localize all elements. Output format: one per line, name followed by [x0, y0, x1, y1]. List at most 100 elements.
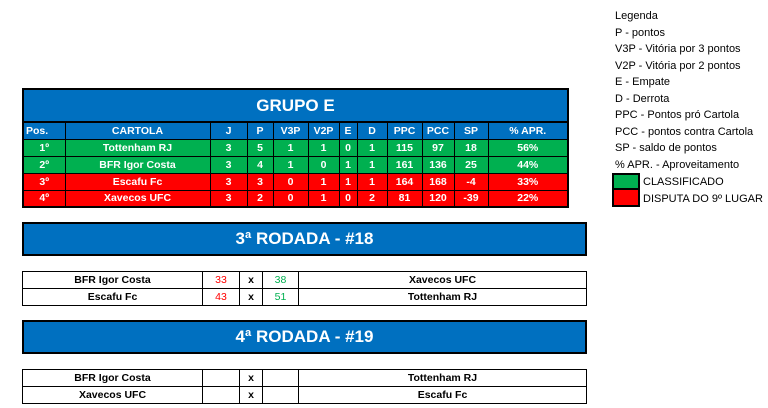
- table-row: 3º Escafu Fc 3 3 0 1 1 1 164 168 -4 33%: [22, 172, 569, 191]
- legend-line: PPC - Pontos pró Cartola: [615, 109, 740, 121]
- cell: 3º: [22, 172, 66, 191]
- legend-line: D - Derrota: [615, 92, 670, 105]
- cell: 2º: [22, 155, 66, 174]
- classified-swatch: [612, 173, 640, 190]
- cell: -39: [453, 189, 489, 208]
- home-team: BFR Igor Costa: [22, 369, 203, 387]
- versus: x: [239, 386, 263, 404]
- round-18-matches: BFR Igor Costa 33 x 38 Xavecos UFC Escafu Fc 4…: [22, 271, 587, 306]
- cell: 1: [356, 172, 388, 191]
- cell: 18: [453, 138, 489, 157]
- cell: 1: [307, 189, 340, 208]
- column-header: V3P: [272, 121, 309, 140]
- cell: 1: [338, 155, 358, 174]
- cell: 3: [209, 138, 248, 157]
- cell: 4º: [22, 189, 66, 208]
- cell: 44%: [487, 155, 569, 174]
- legend-line: % APR. - Aproveitamento: [615, 158, 740, 171]
- cell: 4: [246, 155, 274, 174]
- table-row: 2º BFR Igor Costa 3 4 1 0 1 1 161 136 25 44%: [22, 155, 569, 174]
- cell: 3: [209, 172, 248, 191]
- cell: 164: [386, 172, 423, 191]
- versus: x: [239, 271, 263, 289]
- table-row: 1º Tottenham RJ 3 5 1 1 0 1 115 97 18 56%: [22, 138, 569, 157]
- home-score: [202, 369, 240, 387]
- legend-classified: CLASSIFICADO: [612, 173, 763, 190]
- cell: 0: [338, 138, 358, 157]
- cell: 0: [272, 189, 309, 208]
- column-header: PCC: [421, 121, 455, 140]
- round-19-banner: 4ª RODADA - #19: [22, 320, 587, 354]
- match-row: Escafu Fc 43 x 51 Tottenham RJ: [22, 288, 587, 306]
- cell: 3: [209, 155, 248, 174]
- versus: x: [239, 369, 263, 387]
- group-title-row: GRUPO E: [22, 88, 569, 123]
- cell: 25: [453, 155, 489, 174]
- cell: 0: [307, 155, 340, 174]
- cell: BFR Igor Costa: [64, 155, 211, 174]
- cell: 1: [307, 138, 340, 157]
- cell: 115: [386, 138, 423, 157]
- legend-line: SP - saldo de pontos: [615, 142, 717, 154]
- away-team: Escafu Fc: [298, 386, 587, 404]
- match-row: Xavecos UFC x Escafu Fc: [22, 386, 587, 404]
- cell: 1: [307, 172, 340, 191]
- home-team: Xavecos UFC: [22, 386, 203, 404]
- cell: 1: [272, 138, 309, 157]
- legend-line: P - pontos: [615, 26, 665, 39]
- cell: 1: [272, 155, 309, 174]
- standings-table: GRUPO E Pos. CARTOLA J P V3P V2P E D PPC PCC SP% AP…: [22, 88, 569, 208]
- column-header: E: [338, 121, 358, 140]
- column-header: PPC: [386, 121, 423, 140]
- group-title: GRUPO E: [22, 88, 569, 123]
- cell: 56%: [487, 138, 569, 157]
- away-team: Tottenham RJ: [298, 288, 587, 306]
- cell: 120: [421, 189, 455, 208]
- cell: 33%: [487, 172, 569, 191]
- away-team: Xavecos UFC: [298, 271, 587, 289]
- cell: 161: [386, 155, 423, 174]
- versus: x: [239, 288, 263, 306]
- cell: Xavecos UFC: [64, 189, 211, 208]
- legend-dispute: DISPUTA DO 9º LUGAR: [612, 190, 763, 207]
- home-score: 43: [202, 288, 240, 306]
- cell: 1: [356, 138, 388, 157]
- dispute-swatch: [612, 190, 640, 207]
- cell: 136: [421, 155, 455, 174]
- column-header: CARTOLA: [64, 121, 211, 140]
- legend-line: E - Empate: [615, 76, 671, 88]
- away-score: 38: [262, 271, 299, 289]
- table-row: 4º Xavecos UFC 3 2 0 1 0 2 81 120 -39 22%: [22, 189, 569, 208]
- column-header: V2P: [307, 121, 340, 140]
- home-score: 33: [202, 271, 240, 289]
- cell: 81: [386, 189, 423, 208]
- legend-line: V2P - Vitória por 2 pontos: [615, 59, 741, 72]
- column-header: D: [356, 121, 388, 140]
- home-team: BFR Igor Costa: [22, 271, 203, 289]
- cell: 97: [421, 138, 455, 157]
- away-team: Tottenham RJ: [298, 369, 587, 387]
- match-row: BFR Igor Costa 33 x 38 Xavecos UFC: [22, 271, 587, 289]
- legend-line: V3P - Vitória por 3 pontos: [615, 43, 741, 55]
- column-header: P: [246, 121, 274, 140]
- cell: 168: [421, 172, 455, 191]
- cell: 1: [356, 155, 388, 174]
- cell: 1: [338, 172, 358, 191]
- round-19-matches: BFR Igor Costa x Tottenham RJ Xavecos UFC x E…: [22, 369, 587, 404]
- column-header: % APR.: [487, 121, 569, 140]
- away-score: [262, 386, 299, 404]
- header-row: Pos. CARTOLA J P V3P V2P E D PPC PCC SP% APR.: [22, 121, 569, 140]
- cell: Tottenham RJ: [64, 138, 211, 157]
- cell: Escafu Fc: [64, 172, 211, 191]
- cell: 2: [246, 189, 274, 208]
- cell: 3: [209, 189, 248, 208]
- cell: 0: [338, 189, 358, 208]
- cell: 2: [356, 189, 388, 208]
- round-18-banner: 3ª RODADA - #18: [22, 222, 587, 256]
- cell: 1º: [22, 138, 66, 157]
- column-header: J: [209, 121, 248, 140]
- away-score: [262, 369, 299, 387]
- cell: 3: [246, 172, 274, 191]
- cell: 0: [272, 172, 309, 191]
- cell: -4: [453, 172, 489, 191]
